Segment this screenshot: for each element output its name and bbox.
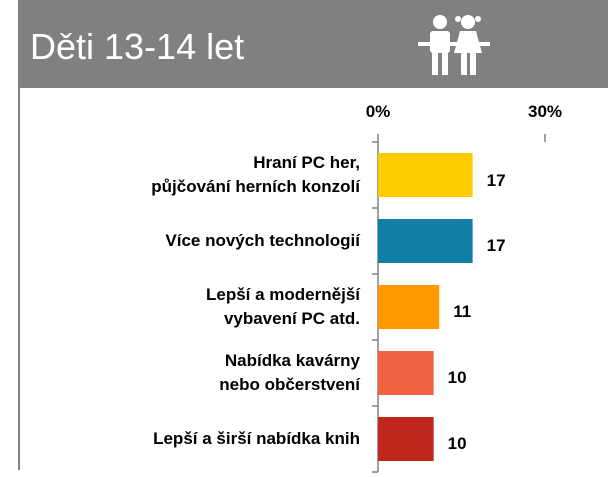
category-label: Hraní PC her, půjčování herních konzolí: [151, 153, 360, 196]
value-label: 10: [447, 368, 467, 387]
value-label: 17: [486, 236, 506, 255]
category-label: Nabídka kavárny nebo občerstvení: [219, 351, 360, 394]
category-label: Více nových technologií: [165, 231, 360, 250]
bar: [378, 153, 473, 197]
value-label: 17: [486, 171, 506, 190]
value-label: 11: [453, 302, 472, 321]
bar: [378, 351, 434, 395]
children-icon: [418, 15, 490, 75]
bar: [378, 285, 440, 329]
category-label: Lepší a modernější vybavení PC atd.: [206, 285, 360, 328]
category-label: Lepší a širší nabídka knih: [153, 429, 360, 448]
bar: [378, 417, 434, 461]
x-tick-label: 30%: [527, 102, 563, 121]
bar: [378, 219, 473, 263]
chart-title: Děti 13-14 let: [30, 26, 245, 67]
value-label: 10: [447, 434, 467, 453]
x-tick-label: 0%: [365, 102, 391, 121]
header: [18, 0, 608, 88]
